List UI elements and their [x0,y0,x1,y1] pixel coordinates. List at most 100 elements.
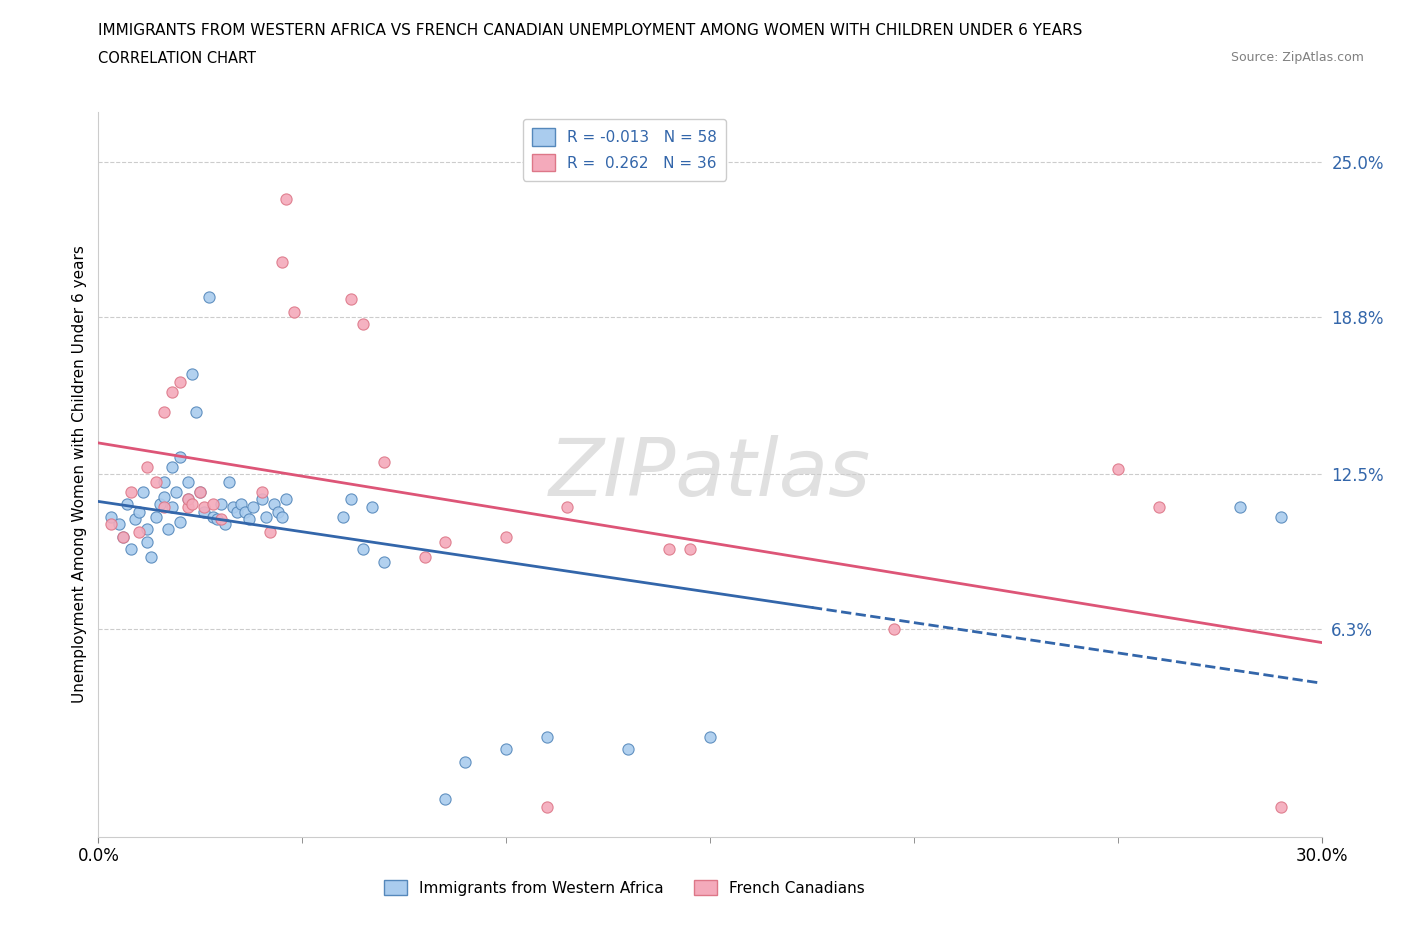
Point [1107,462,1129,477]
Point [120,542,142,557]
Legend: Immigrants from Western Africa, French Canadians: Immigrants from Western Africa, French C… [378,873,872,902]
Point [352,317,374,332]
Point [201,497,224,512]
Point [214,517,236,532]
Point [360,499,382,514]
Point [188,485,212,499]
Point [242,499,264,514]
Point [233,504,256,519]
Point [352,542,374,557]
Point [231,497,253,512]
Point [226,504,249,519]
Point [555,499,579,514]
Point [1270,800,1292,815]
Point [152,405,174,419]
Point [201,510,224,525]
Point [193,499,215,514]
Point [263,497,285,512]
Point [177,492,200,507]
Point [145,510,167,525]
Point [699,729,721,744]
Point [169,514,191,529]
Point [188,485,212,499]
Point [115,497,138,512]
Point [658,542,681,557]
Point [883,622,905,637]
Point [373,455,395,470]
Point [165,485,187,499]
Point [434,792,457,807]
Point [108,517,131,532]
Point [177,499,200,514]
Point [250,485,273,499]
Text: Source: ZipAtlas.com: Source: ZipAtlas.com [1230,51,1364,64]
Point [136,535,159,550]
Point [679,542,702,557]
Point [454,754,477,769]
Point [274,492,297,507]
Point [617,742,640,757]
Point [283,304,305,319]
Point [413,550,436,565]
Point [132,485,155,499]
Point [128,525,150,539]
Point [186,405,208,419]
Point [270,254,294,269]
Point [1229,499,1251,514]
Point [209,512,232,526]
Point [169,449,191,464]
Point [120,485,142,499]
Point [145,474,167,489]
Point [434,535,457,550]
Point [141,550,163,565]
Point [181,366,204,381]
Point [205,512,228,526]
Point [222,499,245,514]
Text: IMMIGRANTS FROM WESTERN AFRICA VS FRENCH CANADIAN UNEMPLOYMENT AMONG WOMEN WITH : IMMIGRANTS FROM WESTERN AFRICA VS FRENCH… [98,23,1083,38]
Point [177,474,200,489]
Text: ZIPatlas: ZIPatlas [548,435,872,513]
Point [209,497,232,512]
Point [536,800,558,815]
Point [136,459,159,474]
Point [152,474,174,489]
Point [193,504,215,519]
Point [254,510,277,525]
Point [100,510,122,525]
Point [536,729,558,744]
Point [1147,499,1170,514]
Point [128,504,150,519]
Point [340,292,363,307]
Point [149,497,172,512]
Text: CORRELATION CHART: CORRELATION CHART [98,51,256,66]
Point [181,497,204,512]
Point [259,525,281,539]
Point [136,522,159,537]
Point [152,489,174,504]
Point [218,474,240,489]
Point [267,504,290,519]
Point [111,529,134,544]
Point [1270,510,1292,525]
Point [495,529,517,544]
Point [270,510,294,525]
Point [340,492,363,507]
Point [373,554,395,569]
Point [152,499,174,514]
Point [332,510,354,525]
Y-axis label: Unemployment Among Women with Children Under 6 years: Unemployment Among Women with Children U… [72,246,87,703]
Point [197,289,219,304]
Point [100,517,122,532]
Point [111,529,134,544]
Point [160,459,183,474]
Point [238,512,260,526]
Point [156,522,179,537]
Point [124,512,146,526]
Point [250,492,273,507]
Point [169,374,191,389]
Point [160,499,183,514]
Point [495,742,517,757]
Point [177,492,200,507]
Point [160,384,183,399]
Point [274,192,297,206]
